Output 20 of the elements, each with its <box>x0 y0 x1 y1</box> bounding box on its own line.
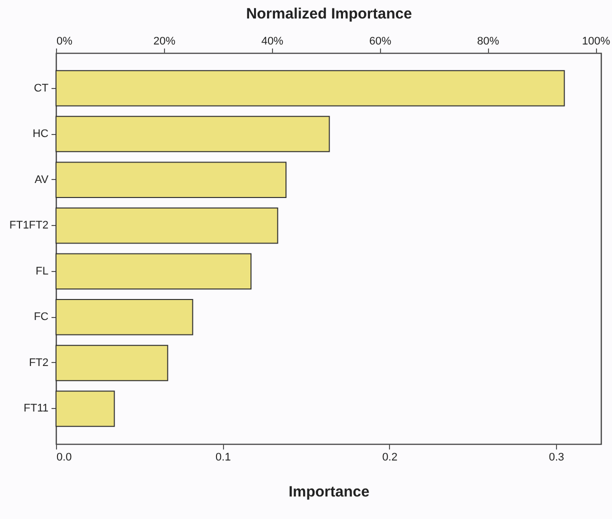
y-tick-label: HC <box>32 128 49 140</box>
y-tick-label: FL <box>36 265 48 278</box>
x2-tick-label: 100% <box>582 36 610 48</box>
x-axis-title: Importance <box>288 484 370 500</box>
y-tick-label: FT2 <box>28 356 48 369</box>
x2-tick-label: 80% <box>477 36 500 48</box>
x-tick-label: 0.3 <box>548 452 564 464</box>
x2-axis-title: Normalized Importance <box>246 6 412 22</box>
x2-tick-label: 20% <box>153 36 176 48</box>
y-tick-label: FC <box>34 311 49 324</box>
x2-tick-label: 0% <box>56 36 73 48</box>
x2-tick-label: 60% <box>369 36 392 48</box>
y-tick-label: CT <box>34 82 49 94</box>
y-tick-label: AV <box>34 174 50 186</box>
x2-tick-label: 40% <box>261 36 284 48</box>
y-tick-label: FT11 <box>24 402 48 415</box>
x-tick-label: 0.1 <box>216 452 231 464</box>
y-tick-label: FT1FT2 <box>9 220 48 232</box>
x-tick-label: 0.2 <box>382 452 398 464</box>
x-tick-label: 0.0 <box>56 452 72 464</box>
